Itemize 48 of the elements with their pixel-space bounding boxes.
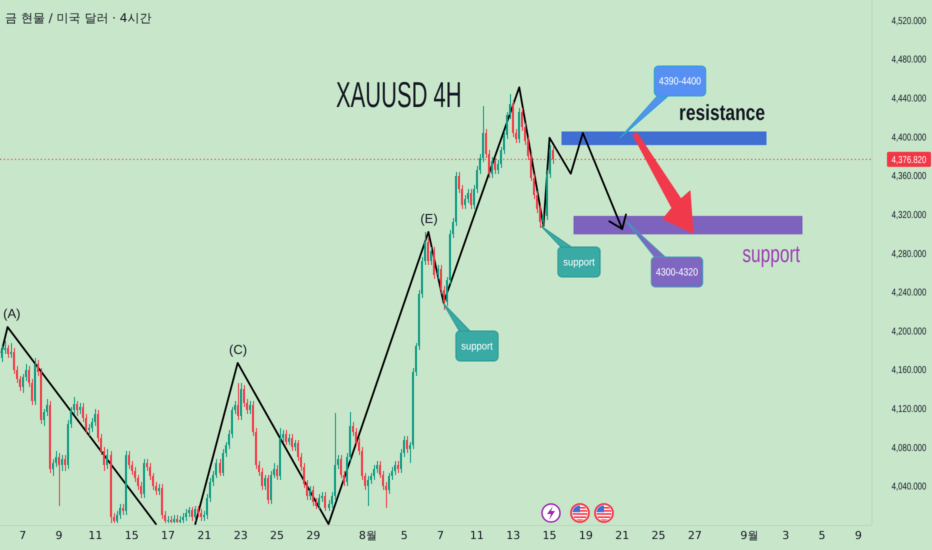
x-tick-label: 9: [854, 529, 862, 542]
x-tick-label: 25: [652, 529, 666, 542]
y-tick-label: 4,360.000: [892, 170, 926, 182]
y-tick-label: 4,280.000: [892, 248, 926, 260]
annotation: (A): [3, 306, 20, 322]
x-tick-label: 7: [19, 529, 26, 542]
text: 금 현물 / 미국 달러 · 4시간: [5, 11, 152, 25]
x-tick-label: 5: [400, 529, 408, 542]
x-tick-label: 5: [818, 529, 826, 542]
x-tick-label: 11: [470, 529, 484, 542]
annotation: (C): [228, 342, 248, 357]
x-tick-label: 27: [688, 529, 702, 542]
y-tick-label: 4,240.000: [892, 286, 926, 298]
annotation: 4390-4400: [658, 76, 702, 88]
annotation: 4300-4320: [656, 267, 699, 279]
y-tick-label: 4,040.000: [892, 480, 926, 492]
x-tick-label: 19: [578, 529, 593, 542]
y-tick-label: 4,160.000: [892, 364, 926, 376]
x-tick-label: 21: [197, 529, 212, 542]
ref-line-label: 4,376.820: [892, 154, 926, 166]
band-label: support: [742, 241, 800, 268]
y-tick-label: 4,320.000: [892, 209, 926, 220]
x-tick-label: 23: [234, 529, 248, 542]
x-tick-label: 13: [506, 529, 520, 542]
x-tick-label: 17: [161, 529, 176, 542]
y-tick-label: 4,400.000: [892, 131, 926, 143]
annotation: support: [461, 341, 493, 353]
x-tick-label: 21: [615, 529, 630, 542]
annotation: support: [563, 257, 595, 269]
x-tick-label: 7: [437, 529, 444, 542]
y-tick-label: 4,120.000: [892, 403, 926, 414]
band-label: resistance: [679, 101, 765, 126]
x-tick-label: 15: [542, 529, 557, 542]
x-tick-label: 11: [88, 529, 102, 542]
x-tick-label: 25: [270, 529, 284, 542]
y-tick-label: 4,520.000: [892, 14, 926, 26]
y-tick-label: 4,200.000: [892, 325, 926, 337]
y-tick-label: 4,440.000: [892, 92, 926, 104]
x-tick-label: 3: [782, 529, 790, 542]
x-tick-label: 9: [56, 529, 63, 542]
annotation: XAUUSD 4H: [336, 76, 462, 116]
x-tick-label: 29: [306, 529, 320, 542]
x-tick-label: 9월: [740, 529, 758, 542]
y-tick-label: 4,480.000: [892, 54, 926, 65]
y-tick-label: 4,080.000: [892, 442, 926, 454]
x-tick-label: 8월: [358, 529, 377, 542]
annotation: (E): [420, 210, 438, 226]
x-tick-label: 15: [124, 529, 139, 542]
